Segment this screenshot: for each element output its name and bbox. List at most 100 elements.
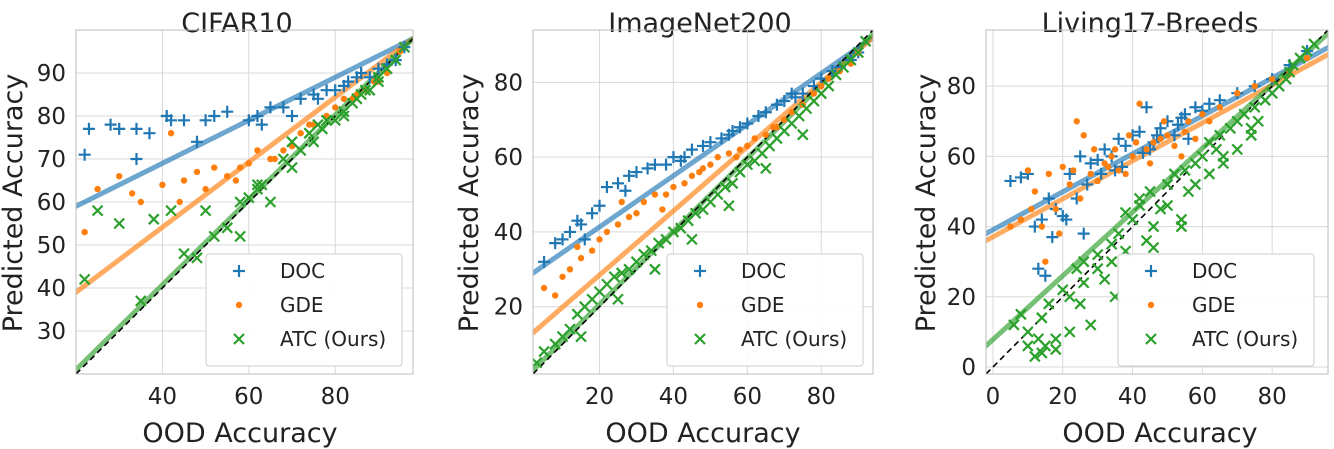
legend-label-gde: GDE — [280, 293, 324, 317]
point-gde — [271, 155, 278, 163]
point-gde — [633, 210, 640, 217]
point-doc — [778, 95, 791, 108]
point-gde — [1234, 89, 1241, 97]
point-atc-ours — [726, 177, 739, 190]
point-doc — [674, 154, 687, 167]
point-doc — [685, 143, 698, 156]
point-atc-ours — [372, 75, 385, 88]
point-gde — [1122, 170, 1129, 178]
point-doc — [726, 124, 739, 137]
point-doc — [648, 158, 661, 171]
point-gde — [245, 160, 253, 167]
point-atc-ours — [208, 230, 221, 243]
point-gde — [818, 82, 825, 90]
plot-frame — [985, 29, 1329, 375]
point-atc-ours — [221, 222, 233, 234]
y-axis-label: Predicted Accuracy — [454, 74, 485, 333]
point-gde — [1111, 146, 1119, 153]
point-gde — [566, 266, 574, 273]
point-doc — [372, 62, 385, 75]
point-atc-ours — [286, 161, 298, 174]
point-atc-ours — [1231, 143, 1244, 156]
x-tick-label: 20 — [1048, 384, 1077, 410]
point-gde — [670, 183, 677, 191]
y-tick-label: 40 — [37, 276, 66, 302]
point-doc — [556, 233, 569, 246]
point-gde — [167, 130, 175, 137]
point-atc-ours — [1217, 157, 1230, 170]
y-tick-label: 40 — [947, 215, 976, 241]
point-doc — [178, 114, 191, 127]
point-gde — [1094, 177, 1101, 185]
point-doc — [208, 110, 221, 122]
point-doc — [1042, 192, 1055, 205]
point-atc-ours — [1280, 73, 1292, 85]
y-tick-label: 20 — [494, 295, 523, 321]
point-atc-ours — [1077, 276, 1090, 289]
point-atc-ours — [822, 80, 835, 92]
legend-label-atc: ATC (Ours) — [741, 327, 847, 351]
point-doc — [1189, 101, 1202, 114]
point-gde — [1125, 132, 1133, 139]
point-gde — [159, 181, 166, 188]
point-doc — [704, 136, 717, 149]
point-gde — [1199, 111, 1206, 118]
point-doc — [538, 255, 551, 268]
point-gde — [551, 292, 559, 299]
point-doc — [807, 80, 820, 93]
point-doc — [1151, 129, 1163, 142]
point-gde — [762, 131, 770, 138]
point-atc-ours — [1189, 178, 1202, 191]
point-doc — [630, 166, 643, 179]
point-gde — [1136, 100, 1143, 107]
point-gde — [1160, 118, 1168, 125]
point-doc — [1095, 167, 1108, 180]
point-gde — [1108, 153, 1115, 160]
point-atc-ours — [1245, 122, 1257, 135]
point-gde — [1157, 135, 1164, 143]
point-atc-ours — [355, 88, 367, 101]
x-tick-label: 20 — [585, 384, 614, 410]
point-gde — [1087, 170, 1094, 178]
point-gde — [1303, 54, 1311, 62]
point-gde — [751, 135, 758, 142]
point-gde — [1115, 167, 1122, 174]
point-doc — [1081, 178, 1094, 191]
point-atc-ours — [113, 217, 125, 230]
point-atc-ours — [615, 267, 628, 279]
point-gde — [574, 243, 581, 251]
x-tick-label: 0 — [986, 384, 1001, 410]
point-doc — [1112, 132, 1125, 145]
point-gde — [1150, 139, 1157, 146]
point-doc — [660, 158, 673, 171]
point-atc-ours — [338, 105, 350, 118]
point-atc-ours — [338, 110, 350, 122]
point-doc — [715, 132, 728, 145]
point-doc — [1098, 143, 1111, 156]
point-doc — [1084, 157, 1097, 170]
legend-box — [666, 253, 864, 367]
point-doc — [1178, 108, 1191, 121]
point-doc — [667, 151, 680, 164]
point-atc-ours — [1144, 185, 1156, 198]
legend-label-atc: ATC (Ours) — [280, 327, 386, 351]
point-gde — [1206, 118, 1213, 125]
point-atc-ours — [135, 295, 147, 307]
point-atc-ours — [1133, 199, 1146, 212]
point-gde — [202, 185, 209, 193]
diagonal-line — [533, 30, 873, 374]
y-tick-label: 80 — [37, 104, 66, 130]
point-atc-ours — [234, 230, 246, 243]
point-atc-ours — [1238, 108, 1251, 121]
point-atc-ours — [398, 41, 411, 53]
point-doc — [586, 207, 599, 220]
point-doc — [796, 87, 809, 100]
point-gde — [1070, 167, 1077, 174]
legend-box — [1117, 253, 1315, 367]
point-gde — [1028, 205, 1035, 213]
point-gde — [1090, 146, 1098, 153]
point-atc-ours — [1179, 164, 1191, 177]
point-atc-ours — [1022, 340, 1034, 352]
point-doc — [130, 122, 143, 135]
